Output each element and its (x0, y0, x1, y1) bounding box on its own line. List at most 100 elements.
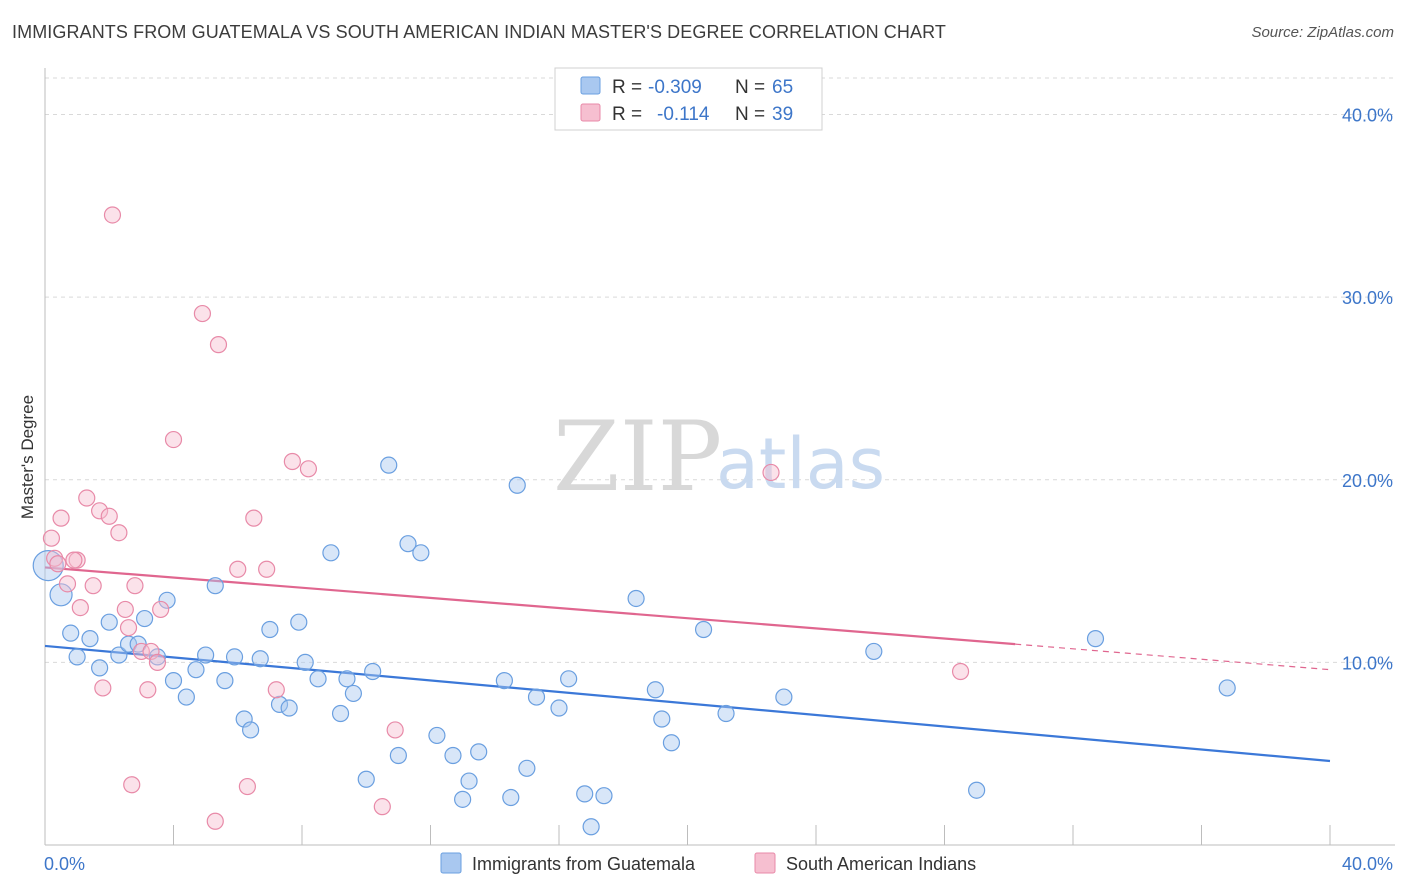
point-guatemala (338, 670, 356, 688)
point-south-american-indian (283, 452, 301, 471)
legend-r-label-2: R = (612, 104, 642, 125)
series-legend-label-1: Immigrants from Guatemala (472, 854, 696, 874)
legend-swatch-blue (580, 76, 601, 95)
point-south-american-indian (116, 600, 134, 619)
point-guatemala (206, 577, 224, 595)
point-guatemala (380, 456, 398, 474)
point-south-american-indian (71, 598, 89, 617)
point-guatemala (550, 699, 568, 717)
point-guatemala (595, 787, 613, 805)
point-south-american-indian (49, 555, 67, 573)
point-guatemala (470, 743, 488, 761)
point-south-american-indian (78, 489, 96, 507)
point-south-american-indian (58, 575, 77, 593)
point-guatemala (1086, 630, 1105, 648)
point-guatemala (110, 646, 128, 664)
point-south-american-indian (164, 430, 183, 449)
point-guatemala (158, 591, 176, 609)
point-south-american-indian (267, 681, 285, 699)
point-south-american-indian (110, 524, 128, 542)
point-guatemala (331, 704, 350, 723)
point-guatemala (364, 662, 382, 681)
point-south-american-indian (386, 721, 404, 739)
x-tick-label: 0.0% (44, 854, 85, 874)
point-guatemala (62, 624, 80, 642)
point-south-american-indian (91, 502, 109, 520)
chart-title: IMMIGRANTS FROM GUATEMALA VS SOUTH AMERI… (12, 22, 946, 42)
point-south-american-indian (299, 460, 318, 478)
point-guatemala (399, 535, 417, 553)
correlation-legend: R = -0.309 N = 65 R = -0.114 N = 39 (554, 67, 823, 131)
point-guatemala (81, 630, 99, 648)
legend-swatch-pink (580, 103, 601, 122)
point-south-american-indian (126, 577, 144, 595)
point-guatemala (309, 670, 327, 688)
point-guatemala (280, 699, 298, 717)
point-guatemala (627, 589, 645, 608)
point-south-american-indian (206, 812, 224, 830)
y-tick-labels: 10.0% 20.0% 30.0% 40.0% (1342, 106, 1393, 674)
point-guatemala (290, 613, 308, 631)
series-legend-swatch-blue (440, 852, 462, 874)
point-guatemala (270, 695, 289, 713)
data-points (32, 206, 1236, 836)
trend-line-south-american-indian (44, 566, 1016, 646)
point-guatemala (454, 790, 472, 808)
point-south-american-indian (762, 463, 780, 482)
point-guatemala (582, 818, 600, 836)
point-guatemala (717, 704, 735, 723)
point-south-american-indian (139, 681, 157, 699)
point-guatemala (91, 659, 109, 677)
point-guatemala (100, 613, 118, 631)
point-guatemala (216, 672, 234, 690)
point-south-american-indian (951, 662, 970, 681)
y-tick-label: 20.0% (1342, 471, 1393, 491)
legend-r-value-2: -0.114 (657, 104, 710, 125)
trend-line-south-american-indian-extension (1015, 643, 1331, 671)
point-guatemala (560, 670, 578, 688)
point-guatemala (49, 583, 73, 607)
point-guatemala (508, 476, 526, 494)
point-guatemala (502, 788, 520, 807)
point-guatemala (412, 544, 430, 562)
point-south-american-indian (103, 206, 122, 224)
point-guatemala (576, 785, 594, 803)
point-south-american-indian (100, 507, 118, 525)
point-guatemala (428, 726, 446, 745)
point-guatemala (177, 688, 195, 706)
point-guatemala (235, 710, 253, 728)
source-note: Source: ZipAtlas.com (1251, 24, 1394, 41)
trend-line-guatemala (44, 644, 1331, 763)
point-south-american-indian (46, 549, 64, 567)
point-south-american-indian (132, 642, 150, 661)
point-guatemala (251, 650, 269, 668)
legend-r-label-1: R = (612, 77, 642, 98)
point-south-american-indian (142, 642, 160, 661)
legend-n-label-1: N = (735, 77, 765, 98)
point-guatemala (968, 781, 986, 799)
x-tick-label: 40.0% (1342, 854, 1393, 874)
point-south-american-indian (373, 798, 391, 816)
y-tick-label: 30.0% (1342, 288, 1393, 308)
trend-lines (44, 566, 1331, 763)
legend-n-value-2: 39 (772, 104, 793, 125)
point-guatemala (775, 688, 793, 706)
point-guatemala (646, 681, 664, 699)
y-tick-label: 10.0% (1342, 653, 1393, 673)
legend-n-label-2: N = (735, 104, 765, 125)
watermark-zip: ZIP (553, 401, 722, 513)
point-guatemala (1218, 679, 1236, 697)
point-guatemala (32, 549, 64, 582)
watermark-atlas: atlas (716, 423, 885, 505)
point-guatemala (242, 721, 260, 739)
point-south-american-indian (258, 560, 276, 578)
series-legend-swatch-pink (754, 852, 776, 874)
point-guatemala (357, 770, 375, 788)
point-south-american-indian (65, 551, 83, 569)
point-guatemala (261, 620, 279, 639)
series-legend: Immigrants from Guatemala South American… (440, 852, 976, 874)
point-guatemala (322, 544, 340, 562)
point-guatemala (164, 672, 183, 690)
gridlines (45, 77, 1395, 663)
legend-r-value-1: -0.309 (648, 77, 702, 98)
